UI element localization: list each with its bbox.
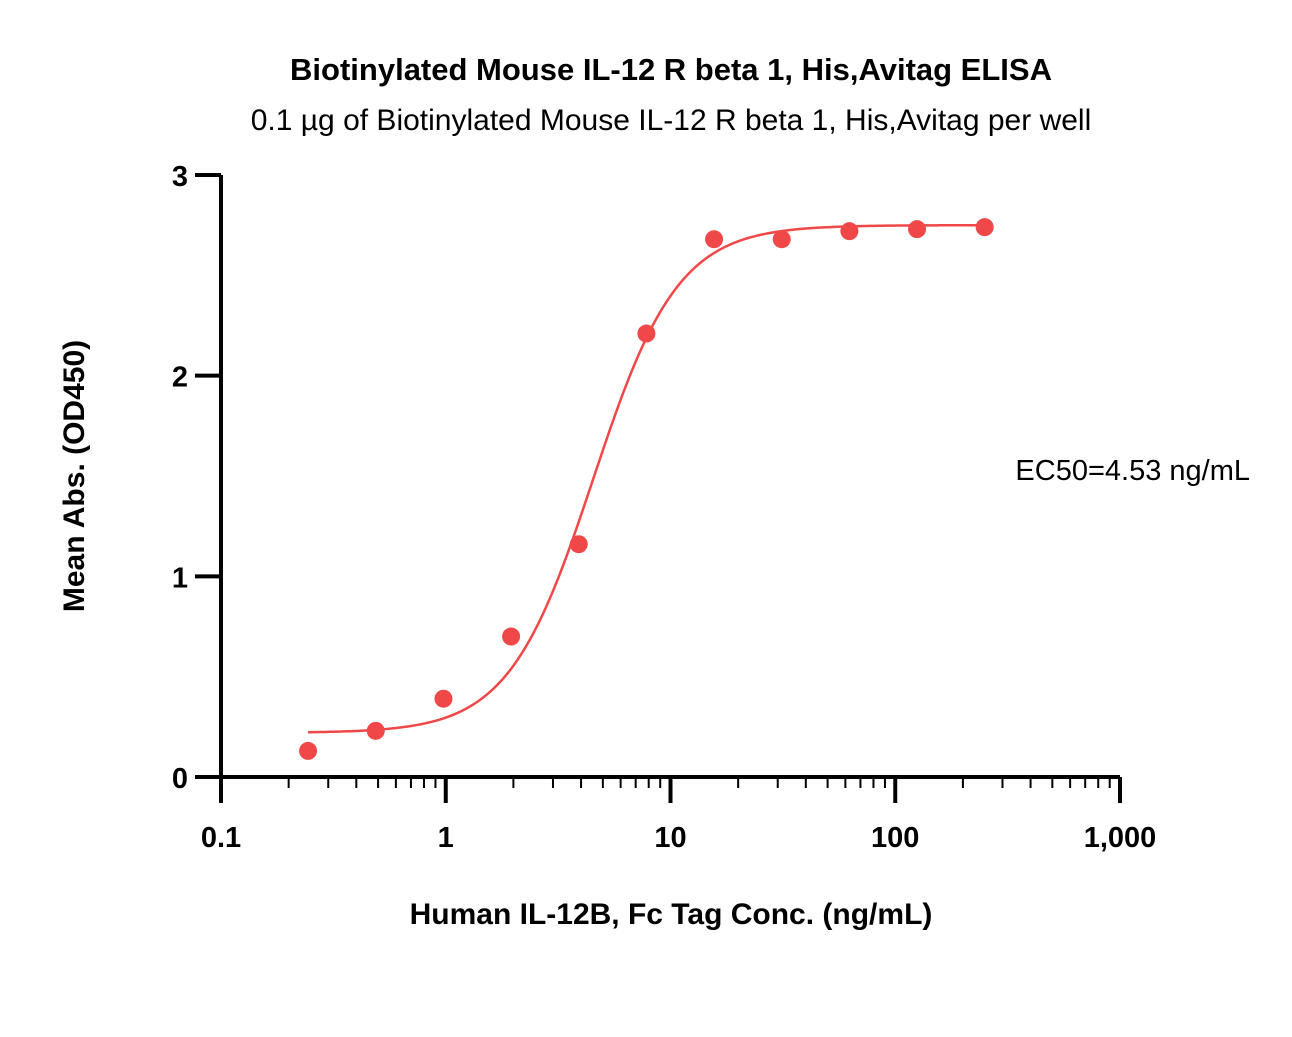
- data-point: [772, 230, 791, 249]
- x-tick-label: 100: [871, 822, 919, 854]
- points-layer: [299, 218, 994, 760]
- data-point: [569, 535, 588, 554]
- y-tick-label: 3: [172, 161, 188, 193]
- chart-subtitle: 0.1 µg of Biotinylated Mouse IL-12 R bet…: [251, 104, 1092, 137]
- y-tick-label: 0: [172, 763, 188, 795]
- chart-title: Biotinylated Mouse IL-12 R beta 1, His,A…: [290, 52, 1052, 87]
- fit-layer: [308, 223, 985, 734]
- y-axis-title: Mean Abs. (OD450): [58, 340, 91, 612]
- data-point: [434, 689, 453, 708]
- y-tick-label: 1: [172, 562, 188, 594]
- y-tick-label: 2: [172, 362, 188, 394]
- data-point: [366, 721, 385, 740]
- x-ticks: 0.1 1 10 100 1,000: [201, 777, 1156, 854]
- data-point: [840, 222, 859, 241]
- y-ticks: 0 1 2 3: [172, 161, 221, 795]
- x-tick-label: 10: [654, 822, 686, 854]
- data-point: [975, 218, 994, 237]
- data-point: [637, 324, 656, 343]
- fit-curve: [308, 223, 985, 734]
- data-point: [299, 741, 318, 760]
- x-axis-title: Human IL-12B, Fc Tag Conc. (ng/mL): [410, 898, 933, 931]
- ec50-annotation: EC50=4.53 ng/mL: [1015, 455, 1250, 487]
- x-tick-label: 1: [438, 822, 454, 854]
- x-tick-label: 0.1: [201, 822, 241, 854]
- x-tick-label: 1,000: [1084, 822, 1157, 854]
- data-point: [908, 220, 927, 239]
- data-point: [502, 627, 521, 646]
- data-point: [705, 230, 724, 249]
